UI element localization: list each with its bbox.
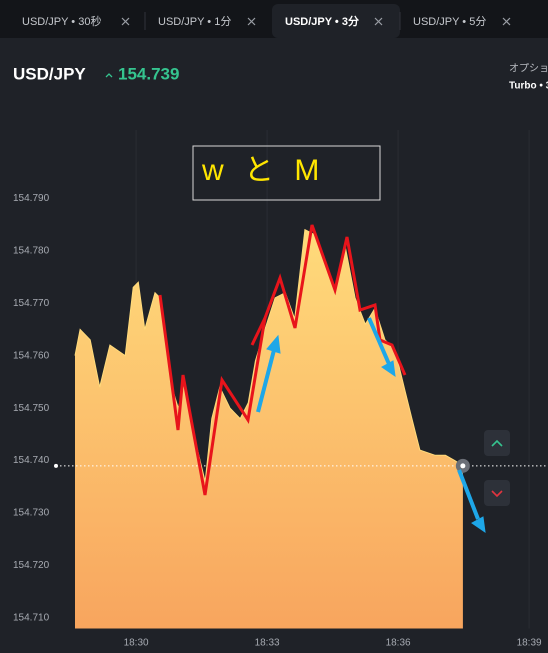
close-icon[interactable] [502, 17, 511, 26]
y-tick-label: 154.790 [13, 193, 50, 204]
arrow-down [457, 469, 480, 520]
drawn-arrows [256, 317, 486, 534]
close-icon[interactable] [374, 17, 383, 26]
drawn-line [250, 317, 267, 346]
y-tick-label: 154.760 [13, 350, 50, 361]
put-button[interactable] [484, 480, 510, 506]
y-tick-label: 154.720 [13, 560, 50, 571]
y-tick-label: 154.780 [13, 245, 50, 256]
down-chevron [491, 490, 503, 498]
x-tick-label: 18:30 [124, 638, 149, 649]
symbol: USD/JPY [13, 64, 86, 83]
close-icon[interactable] [121, 17, 130, 26]
up-caret [105, 73, 113, 78]
active-tab[interactable] [272, 4, 400, 38]
arrow-head [266, 334, 281, 354]
start-dot [54, 463, 58, 468]
y-tick-label: 154.770 [13, 298, 50, 309]
tab[interactable]: USD/JPY • 3分 [285, 14, 359, 28]
current-marker-center [460, 463, 466, 469]
tab[interactable]: USD/JPY • 30秒 [22, 14, 101, 28]
arrow-down [367, 317, 391, 365]
annotation-box [192, 145, 381, 201]
y-tick-label: 154.750 [13, 403, 50, 414]
y-tick-label: 154.740 [13, 455, 50, 466]
area-fill [75, 229, 463, 629]
tab[interactable]: USD/JPY • 5分 [413, 15, 486, 28]
current-price: 154.739 [118, 64, 179, 83]
option-label: オプショ [509, 63, 548, 75]
x-tick-label: 18:39 [517, 638, 542, 649]
mode-label: Turbo • 3 [509, 81, 548, 92]
close-icon[interactable] [247, 17, 256, 26]
arrow-head [471, 516, 486, 534]
drawn-line [158, 224, 407, 496]
y-tick-label: 154.710 [13, 613, 50, 624]
arrow-up [256, 349, 276, 413]
call-button[interactable] [484, 430, 510, 456]
annotation: w と M [201, 154, 319, 187]
up-chevron [491, 439, 503, 447]
x-tick-label: 18:36 [386, 638, 411, 649]
tab-close-icons [121, 17, 511, 26]
chart: 18:30 18:33 18:36 18:39 154.790 154.780 154.77… [13, 130, 548, 649]
y-tick-label: 154.730 [13, 508, 50, 519]
x-tick-label: 18:33 [255, 638, 280, 649]
arrow-head [381, 360, 396, 378]
tab[interactable]: USD/JPY • 1分 [158, 15, 231, 28]
